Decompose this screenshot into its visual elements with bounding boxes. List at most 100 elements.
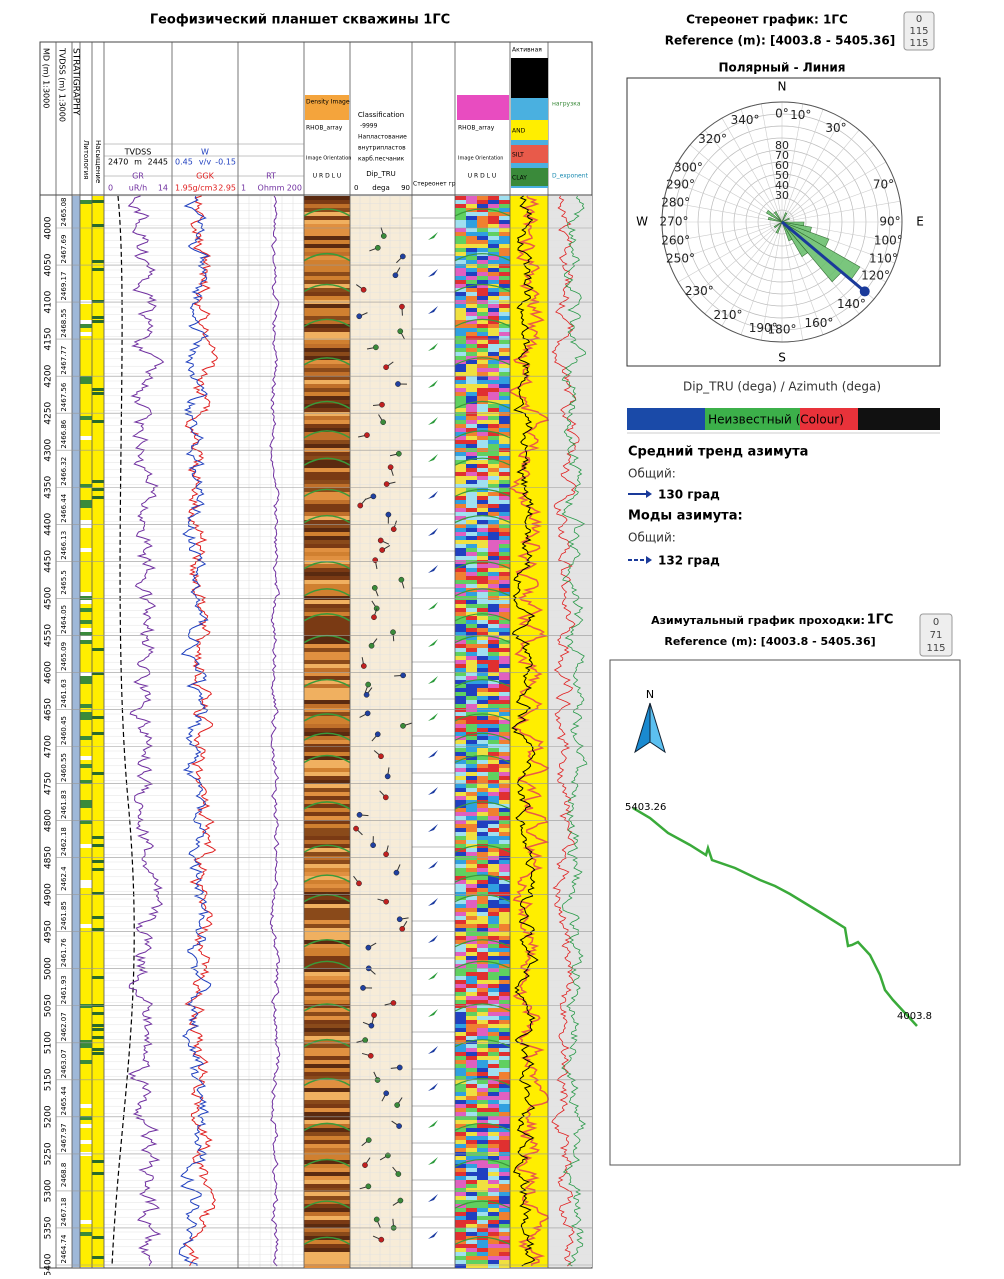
mode-value: 132 град <box>658 554 720 568</box>
rhob-image <box>477 1192 488 1196</box>
rhob-image <box>455 1260 466 1264</box>
density-image <box>304 1164 350 1168</box>
rhob-image <box>466 376 477 380</box>
rhob-image <box>499 444 510 448</box>
tadpole <box>380 547 385 552</box>
rhob-image <box>455 768 466 772</box>
rhob-image <box>488 476 499 480</box>
rhob-image <box>499 204 510 208</box>
rhob-image <box>466 332 477 336</box>
rhob-image <box>466 880 477 884</box>
rhob-image <box>477 920 488 924</box>
rhob-image <box>477 784 488 788</box>
density-image <box>304 344 350 348</box>
rhob-image <box>455 932 466 936</box>
rhob-image <box>455 1156 466 1160</box>
rhob-image <box>466 728 477 732</box>
rhob-image <box>477 1064 488 1068</box>
rhob-image <box>455 1076 466 1080</box>
rhob-image <box>477 1108 488 1112</box>
rhob-image <box>477 604 488 608</box>
depth-tick-label: 4000 <box>44 216 54 239</box>
rhob-image <box>455 416 466 420</box>
rhob-image <box>488 808 499 812</box>
rhob-image <box>455 260 466 264</box>
rhob-image <box>488 668 499 672</box>
rhob-image <box>477 196 488 200</box>
rhob-image <box>488 600 499 604</box>
rhob-image <box>455 540 466 544</box>
rhob-image <box>466 228 477 232</box>
rhob-image <box>499 316 510 320</box>
rhob-image <box>477 424 488 428</box>
rhob-image <box>455 400 466 404</box>
rhob-image <box>499 500 510 504</box>
rhob-image <box>499 524 510 528</box>
rhob-image <box>499 832 510 836</box>
rhob-image <box>488 664 499 668</box>
rhob-image <box>466 416 477 420</box>
rhob-image <box>488 684 499 688</box>
rhob-image <box>488 384 499 388</box>
density-image <box>304 1024 350 1028</box>
tvdss-tick-label: 2466.44 <box>60 493 68 522</box>
header-class-4: карб.песчаник <box>358 156 405 163</box>
rhob-image <box>499 668 510 672</box>
rhob-image <box>455 572 466 576</box>
rhob-image <box>477 656 488 660</box>
rhob-image <box>455 800 466 804</box>
azimuth-label: 270° <box>660 215 689 229</box>
rhob-image <box>466 1208 477 1212</box>
rhob-image <box>455 908 466 912</box>
density-image <box>304 224 350 228</box>
rhob-image <box>466 512 477 516</box>
rhob-image <box>477 1020 488 1024</box>
rhob-image <box>455 956 466 960</box>
density-image <box>304 352 350 356</box>
density-image <box>304 544 350 548</box>
rhob-image <box>488 752 499 756</box>
header-sat: Насыщение <box>94 140 102 183</box>
rhob-image <box>455 596 466 600</box>
rhob-image <box>499 756 510 760</box>
rhob-image <box>499 600 510 604</box>
rhob-image <box>499 676 510 680</box>
rhob-image <box>499 1016 510 1020</box>
header-lith: Литология <box>82 140 90 179</box>
rhob-image <box>455 676 466 680</box>
rhob-image <box>455 960 466 964</box>
rhob-image <box>488 244 499 248</box>
rhob-image <box>455 1040 466 1044</box>
rhob-image <box>488 576 499 580</box>
density-image <box>304 1140 350 1144</box>
depth-tick-label: 4650 <box>44 698 54 721</box>
rhob-image <box>477 260 488 264</box>
rhob-image <box>477 556 488 560</box>
rhob-image <box>455 1228 466 1232</box>
rhob-image <box>466 312 477 316</box>
rhob-image <box>488 640 499 644</box>
lith-band <box>92 1172 104 1175</box>
rhob-image <box>466 716 477 720</box>
rhob-image <box>477 1112 488 1116</box>
tadpole <box>401 673 406 678</box>
rhob-image <box>477 440 488 444</box>
rhob-image <box>477 1056 488 1060</box>
rhob-image <box>466 840 477 844</box>
rhob-image <box>488 1260 499 1264</box>
rhob-image <box>477 1024 488 1028</box>
rhob-image <box>488 1052 499 1056</box>
rhob-image <box>499 440 510 444</box>
rhob-image <box>477 1132 488 1136</box>
rhob-image <box>466 708 477 712</box>
lith-band <box>80 608 92 612</box>
rhob-image <box>466 1220 477 1224</box>
rhob-image <box>499 576 510 580</box>
tvdss-tick-label: 2462.4 <box>60 866 68 891</box>
rhob-image <box>455 984 466 988</box>
rhob-image <box>477 848 488 852</box>
rhob-image <box>488 860 499 864</box>
rhob-image <box>477 1260 488 1264</box>
rhob-image <box>455 856 466 860</box>
rhob-image <box>477 432 488 436</box>
